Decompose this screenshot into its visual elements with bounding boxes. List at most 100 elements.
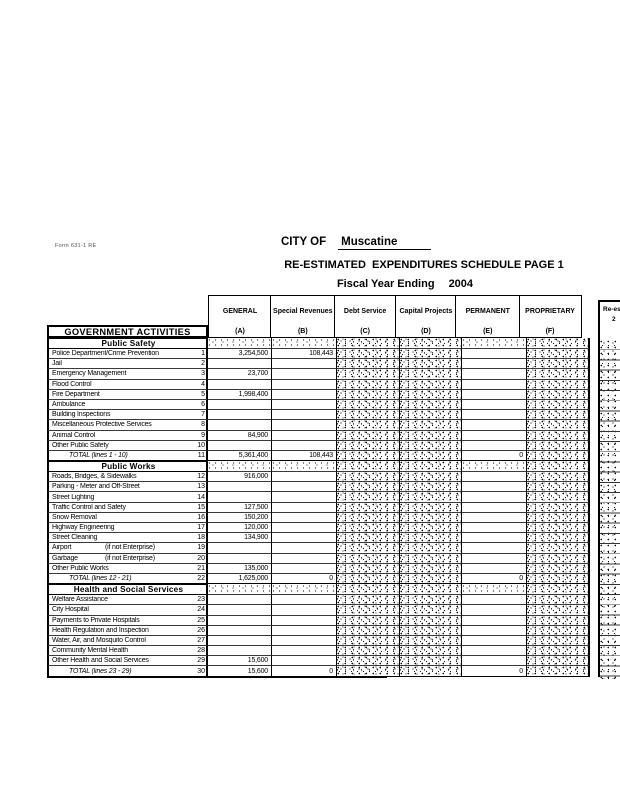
row-label-cell: Jail 2 [47,359,208,370]
line-number: 2 [201,360,205,368]
amount-cell [337,450,400,462]
amount-cell [337,573,400,585]
row-label-cell: Parking - Meter and Off-Street 13 [47,482,208,493]
row-label: TOTAL (lines 12 - 21) [69,575,132,583]
amount-cell [272,512,337,523]
amount-cell [400,573,462,585]
amount-cell [400,615,462,626]
section-header-row: Health and Social Services [47,584,590,596]
line-number: 19 [197,544,205,552]
line-number: 23 [197,596,205,604]
cell-value: 0 [519,667,523,675]
column-header-special-revenues: Special Revenues (B) [270,295,336,338]
amount-cell: 1,998,400 [208,389,272,400]
amount-cell [337,553,400,564]
amount-cell [527,430,590,441]
cell-value: 84,900 [247,431,268,439]
row-label-cell: TOTAL (lines 12 - 21) 22 [47,573,208,585]
amount-cell [527,656,590,667]
amount-cell: 0 [272,573,337,585]
amount-cell [462,492,527,503]
amount-cell [527,605,590,616]
table-row: Ambulance 6 [47,399,590,411]
row-label-cell: Miscellaneous Protective Services 8 [47,420,208,431]
row-label: Welfare Assistance [52,596,108,604]
row-label: TOTAL (lines 23 - 29) [69,667,132,675]
row-label: Garbage [52,554,78,562]
cell-value: 108,443 [309,451,333,459]
amount-cell [400,430,462,441]
amount-cell [272,543,337,554]
amount-cell [337,492,400,503]
amount-cell [272,472,337,483]
amount-cell [462,563,527,574]
section-band-cell [527,338,590,349]
amount-cell [272,553,337,564]
section-title: Public Works [47,461,208,473]
amount-cell [400,359,462,370]
amount-cell [208,615,272,626]
section-band-cell [462,584,527,596]
amount-cell [462,656,527,667]
amount-cell [400,410,462,421]
line-number: 11 [197,451,205,459]
column-label: PERMANENT [465,307,510,315]
amount-cell: 5,361,400 [208,450,272,462]
fiscal-year-label: Fiscal Year Ending [336,278,435,290]
table-row: Airport (if not Enterprise) 19 [47,543,590,554]
amount-cell [400,646,462,657]
cutoff-column-label: 2 [612,315,616,323]
amount-cell [208,635,272,647]
amount-cell [337,595,400,606]
amount-cell [337,512,400,523]
amount-cell: 0 [462,450,527,462]
cell-value: 150,200 [244,513,268,521]
amount-cell [527,502,590,513]
line-number: 28 [197,647,205,655]
section-band-cell [337,461,400,473]
amount-cell [527,359,590,370]
table-row: Other Public Safety 10 [47,440,590,451]
amount-cell [208,440,272,451]
table-row: Roads, Bridges, & Sidewalks 12 916,000 [47,472,590,483]
amount-cell [208,543,272,554]
row-label: Building Inspections [52,411,111,419]
amount-cell [337,389,400,400]
section-band-cell [527,584,590,596]
table-row: Community Mental Health 28 [47,646,590,657]
section-header-row: Public Safety [47,338,590,349]
amount-cell: 120,000 [208,523,272,534]
cutoff-column-header: Re-es 2 [600,302,620,340]
amount-cell [272,420,337,431]
amount-cell [272,502,337,513]
column-label: GENERAL [222,307,258,315]
cell-value: 1,625,000 [238,575,269,583]
amount-cell [400,543,462,554]
row-label-cell: TOTAL (lines 1 - 10) 11 [47,450,208,462]
row-label: Fire Department [52,390,100,398]
row-label-cell: Other Public Safety 10 [47,440,208,451]
row-label-cell: City Hospital 24 [47,605,208,616]
amount-cell [527,666,590,677]
amount-cell [208,410,272,421]
line-number: 7 [201,411,205,419]
row-label-cell: Other Health and Social Services 29 [47,656,208,667]
row-label-cell: Other Public Works 21 [47,563,208,574]
line-number: 13 [197,483,205,491]
amount-cell [462,605,527,616]
amount-cell [527,472,590,483]
column-header-debt-service: Debt Service (C) [333,295,397,338]
row-label-note: (if not Enterprise) [105,544,155,552]
section-band-cell [337,584,400,596]
row-label-cell: Flood Control 4 [47,379,208,390]
amount-cell [527,410,590,421]
row-label: Street Lighting [52,493,95,501]
table-row: Parking - Meter and Off-Street 13 [47,482,590,493]
column-header-permanent: PERMANENT (E) [455,295,521,338]
amount-cell [337,502,400,513]
amount-cell [462,359,527,370]
amount-cell [527,440,590,451]
line-number: 17 [197,524,205,532]
row-label: Airport [52,544,72,552]
amount-cell [400,533,462,544]
